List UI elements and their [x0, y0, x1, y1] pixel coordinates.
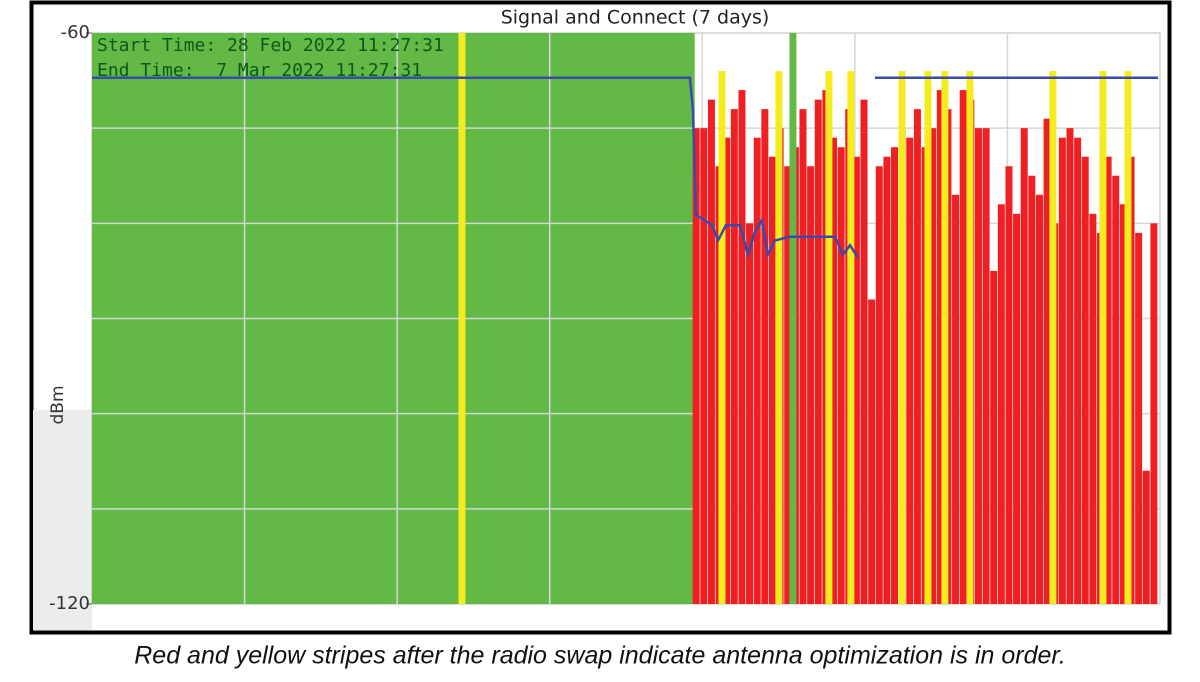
bar	[1020, 128, 1028, 604]
bar	[1074, 137, 1082, 604]
bar	[718, 71, 726, 605]
bar	[799, 109, 807, 604]
bar	[1089, 213, 1097, 605]
bar	[784, 166, 792, 604]
bar	[875, 166, 883, 604]
bar	[868, 299, 876, 604]
axis-shade	[33, 410, 92, 630]
bar	[959, 90, 967, 605]
bar	[707, 99, 715, 604]
bar	[1005, 166, 1013, 604]
bar	[1142, 470, 1150, 604]
signal-line	[92, 76, 1158, 260]
y-tick-label: -120	[49, 593, 90, 614]
bar	[723, 137, 731, 604]
bar	[1099, 71, 1107, 605]
annotation: End Time: 7 Mar 2022 11:27:31	[97, 60, 422, 81]
bar	[898, 71, 906, 605]
bar	[852, 156, 860, 604]
bar	[829, 137, 837, 604]
bar	[692, 128, 700, 604]
bar	[1104, 156, 1112, 604]
bar	[1058, 137, 1066, 604]
bar	[941, 71, 949, 605]
bar	[952, 194, 960, 605]
bar	[924, 71, 932, 605]
bar	[1035, 194, 1043, 605]
bar	[753, 137, 761, 604]
bar	[738, 90, 746, 605]
bar	[700, 128, 708, 604]
bar	[458, 33, 466, 604]
bar	[1119, 204, 1127, 605]
bar	[1135, 232, 1143, 604]
bar	[730, 109, 738, 604]
bar	[1124, 71, 1132, 605]
bar	[789, 33, 797, 604]
bar	[746, 223, 754, 605]
bar	[761, 109, 769, 604]
bar	[807, 166, 815, 604]
bar	[860, 99, 868, 604]
bar	[1043, 118, 1051, 605]
bar	[906, 137, 914, 604]
bar	[982, 128, 990, 604]
bar	[814, 99, 822, 604]
bar	[891, 147, 899, 604]
bar	[1049, 71, 1057, 605]
bar	[768, 156, 776, 604]
y-tick-label: -60	[61, 22, 90, 43]
annotation: Start Time: 28 Feb 2022 11:27:31	[97, 35, 444, 56]
bar	[1112, 175, 1120, 604]
bar	[997, 204, 1005, 605]
bar	[1081, 156, 1089, 604]
bar	[837, 147, 845, 604]
bar	[913, 109, 921, 604]
bar	[775, 71, 783, 605]
bar	[1066, 128, 1074, 604]
bar	[1028, 175, 1036, 604]
plot-area	[86, 32, 1161, 605]
bar	[883, 156, 891, 604]
bar	[929, 128, 937, 604]
y-axis-label: dBm	[48, 385, 68, 424]
bar	[990, 270, 998, 604]
chart-title: Signal and Connect (7 days)	[501, 7, 770, 29]
bar	[936, 90, 944, 605]
bar	[847, 71, 855, 605]
bar	[1013, 213, 1021, 605]
bar	[974, 128, 982, 604]
bar	[1150, 223, 1158, 605]
bar	[966, 71, 974, 605]
caption: Red and yellow stripes after the radio s…	[134, 642, 1066, 670]
bar	[825, 71, 833, 605]
